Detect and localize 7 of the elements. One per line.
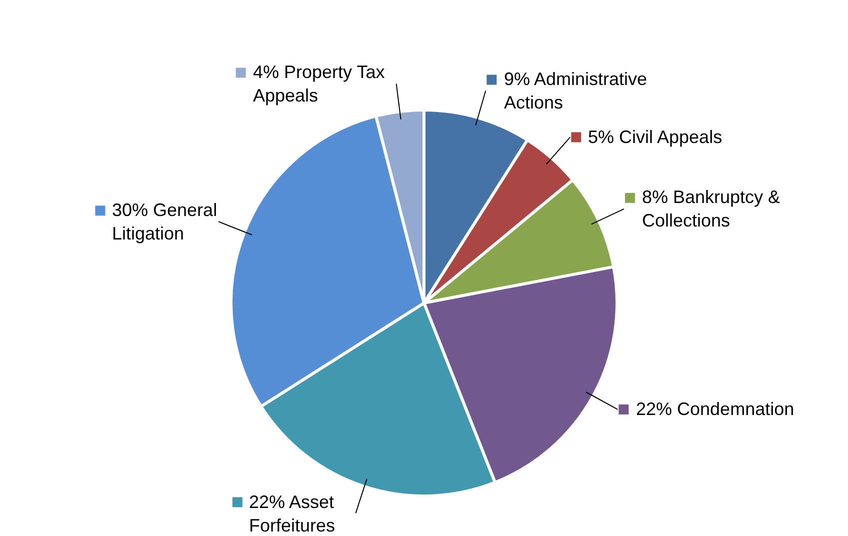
legend-label: 8% Bankruptcy & Collections — [642, 187, 780, 230]
legend-label: 9% Administrative Actions — [504, 69, 648, 112]
legend-label: 5% Civil Appeals — [588, 127, 722, 147]
legend-label: 30% General Litigation — [112, 200, 218, 244]
legend-label: 22% Condemnation — [636, 399, 794, 419]
legend-label: 22% Asset Forfeitures — [249, 492, 336, 536]
legend-label: 4% Property Tax Appeals — [253, 62, 385, 106]
